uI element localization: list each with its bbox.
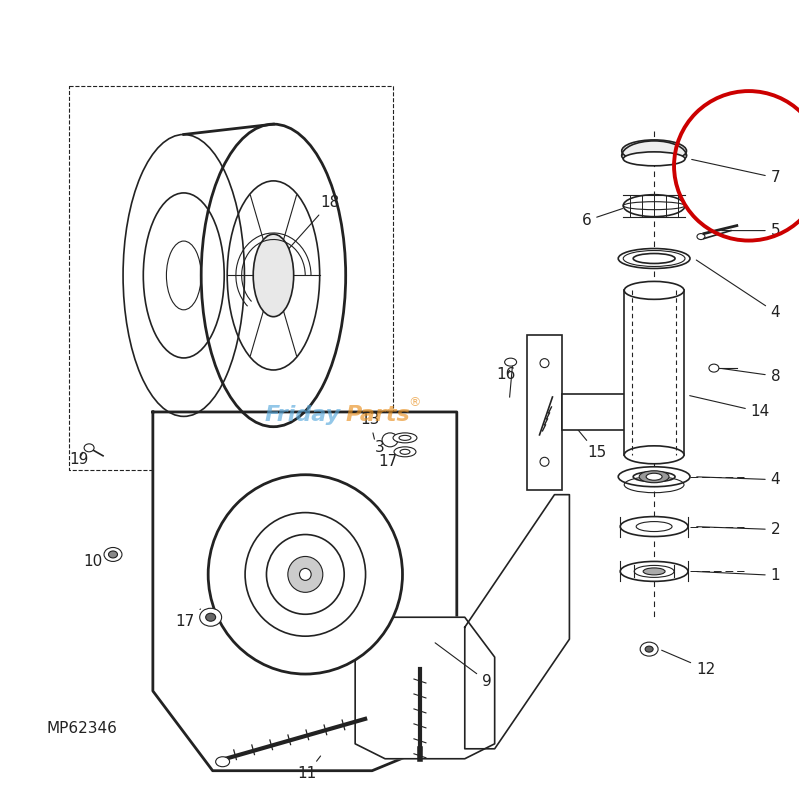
Ellipse shape [245, 513, 366, 636]
Bar [526, 335, 562, 490]
Ellipse shape [646, 474, 662, 480]
Ellipse shape [208, 474, 402, 674]
Ellipse shape [288, 557, 323, 592]
Ellipse shape [640, 642, 658, 656]
Ellipse shape [393, 433, 417, 443]
Ellipse shape [109, 551, 118, 558]
Ellipse shape [104, 547, 122, 562]
Text: 9: 9 [435, 643, 491, 689]
Text: 8: 8 [722, 369, 780, 383]
Ellipse shape [266, 534, 344, 614]
Ellipse shape [643, 568, 665, 575]
Text: 17: 17 [176, 609, 201, 629]
Ellipse shape [254, 234, 294, 317]
Text: Parts: Parts [345, 405, 410, 425]
Ellipse shape [540, 458, 549, 466]
Text: 7: 7 [692, 159, 780, 186]
Ellipse shape [299, 569, 311, 580]
Text: ®: ® [408, 397, 421, 410]
Text: MP62346: MP62346 [46, 722, 117, 736]
Ellipse shape [382, 433, 398, 447]
Text: 17: 17 [378, 453, 404, 470]
Ellipse shape [622, 147, 686, 165]
Text: 19: 19 [69, 452, 89, 467]
Ellipse shape [623, 194, 685, 217]
Ellipse shape [540, 358, 549, 368]
Ellipse shape [633, 254, 675, 263]
Text: 1: 1 [697, 568, 780, 583]
Polygon shape [465, 494, 570, 749]
Bar [562, 394, 630, 430]
Text: 13: 13 [360, 413, 379, 439]
Ellipse shape [216, 757, 230, 766]
Text: 5: 5 [722, 223, 780, 238]
Ellipse shape [618, 466, 690, 486]
Ellipse shape [84, 444, 94, 452]
Bar [624, 290, 684, 455]
Text: 12: 12 [662, 650, 715, 677]
Text: 10: 10 [83, 554, 106, 569]
Text: 18: 18 [262, 195, 339, 278]
Ellipse shape [633, 472, 675, 482]
Ellipse shape [645, 646, 653, 652]
Ellipse shape [620, 517, 688, 537]
Ellipse shape [623, 152, 685, 166]
Text: 2: 2 [697, 522, 780, 537]
Text: 6: 6 [582, 209, 622, 228]
Ellipse shape [709, 364, 719, 372]
Ellipse shape [624, 282, 684, 299]
Text: Friday: Friday [264, 405, 340, 425]
Ellipse shape [618, 249, 690, 269]
Text: 11: 11 [298, 756, 321, 781]
Polygon shape [355, 618, 494, 758]
Text: 16: 16 [497, 366, 516, 382]
Ellipse shape [200, 608, 222, 626]
Ellipse shape [206, 614, 216, 622]
Text: 15: 15 [559, 407, 606, 460]
Ellipse shape [505, 358, 517, 366]
Ellipse shape [622, 140, 686, 162]
Ellipse shape [624, 446, 684, 464]
Text: 4: 4 [697, 472, 780, 487]
Text: 3: 3 [375, 440, 392, 455]
Ellipse shape [394, 447, 416, 457]
Polygon shape [153, 412, 457, 770]
Ellipse shape [639, 470, 669, 482]
Text: 14: 14 [690, 396, 770, 419]
Ellipse shape [620, 562, 688, 582]
Text: 4: 4 [696, 260, 780, 320]
